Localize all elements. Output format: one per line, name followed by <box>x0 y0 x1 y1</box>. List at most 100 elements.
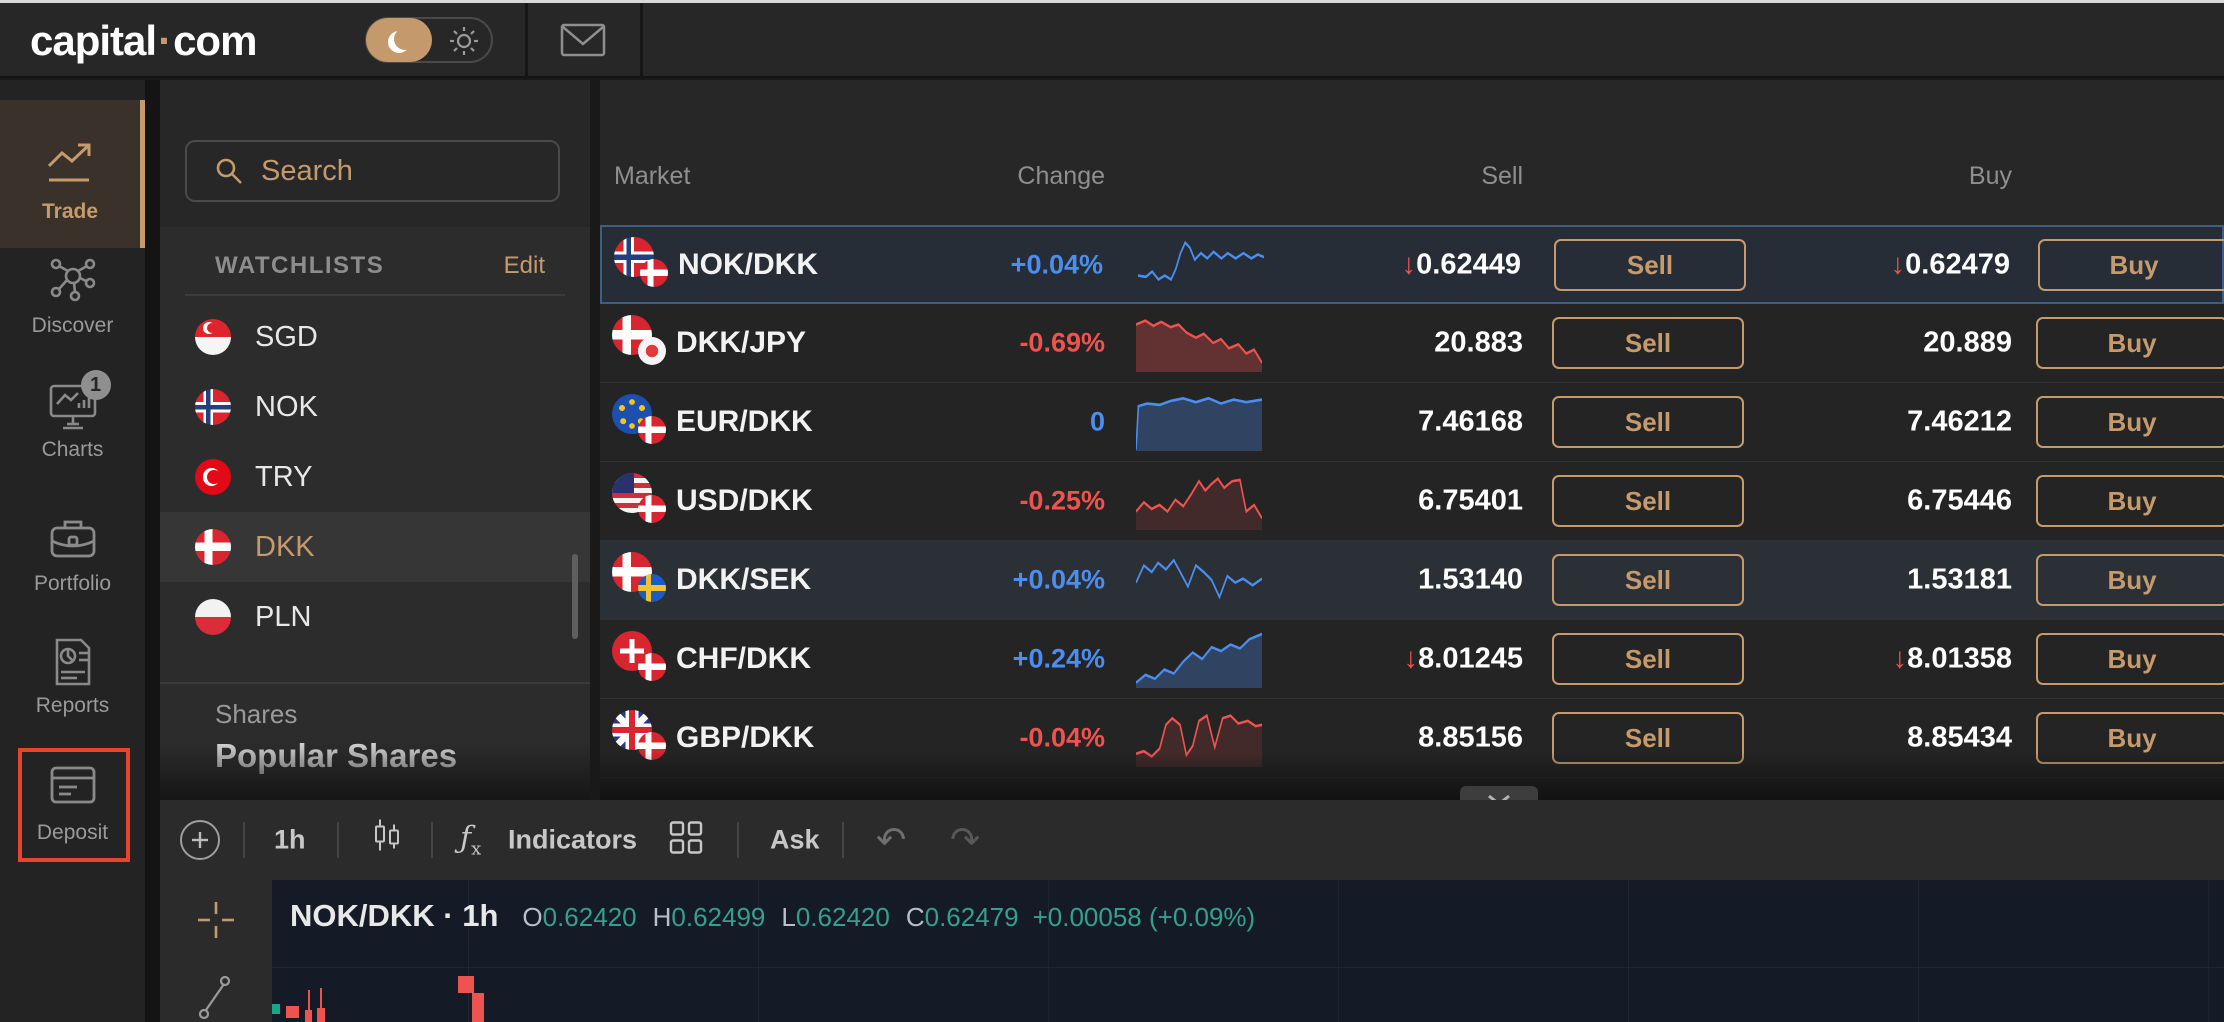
theme-toggle[interactable] <box>365 17 493 63</box>
watchlists-edit-link[interactable]: Edit <box>503 252 545 279</box>
undo-button[interactable]: ↶ <box>876 819 907 860</box>
price-down-arrow-icon: ↓ <box>1892 642 1908 675</box>
sell-button[interactable]: Sell <box>1554 238 1746 291</box>
popular-shares-item[interactable]: Popular Shares <box>215 737 458 774</box>
column-header-market: Market <box>614 162 691 190</box>
table-header: Market Change Sell Buy <box>600 80 2224 225</box>
redo-button[interactable]: ↷ <box>950 819 981 860</box>
chart-change: +0.00058 (+0.09%) <box>1032 902 1256 932</box>
sidebar-item-reports[interactable]: Reports <box>0 636 145 718</box>
buy-button[interactable]: Buy <box>2036 475 2224 527</box>
watchlist-item-nok[interactable]: NOK <box>160 372 590 442</box>
column-header-buy: Buy <box>1968 162 2012 190</box>
sidebar-item-label: Charts <box>41 438 104 461</box>
fx-icon[interactable]: ƒx <box>460 820 482 860</box>
market-row-eur-dkk[interactable]: EUR/DKK 0 7.46168 Sell 7.46212 Buy <box>600 383 2224 462</box>
dkk-flag-icon <box>638 416 666 444</box>
buy-button[interactable]: Buy <box>2036 554 2224 606</box>
sell-button[interactable]: Sell <box>1552 475 1744 527</box>
search-placeholder: Search <box>261 154 353 187</box>
watchlist-item-try[interactable]: TRY <box>160 442 590 512</box>
column-header-change: Change <box>1017 162 1105 190</box>
sidebar-item-charts[interactable]: 1 Charts <box>0 370 145 462</box>
candlestick <box>305 1010 312 1022</box>
currency-code: PLN <box>255 600 312 633</box>
market-row-usd-dkk[interactable]: USD/DKK -0.25% 6.75401 Sell 6.75446 Buy <box>600 462 2224 541</box>
sidebar-item-discover[interactable]: Discover <box>0 256 145 338</box>
sparkline-chart <box>1135 709 1263 767</box>
timeframe-button[interactable]: 1h <box>274 824 306 855</box>
indicators-button[interactable]: Indicators <box>508 824 638 855</box>
trendline-tool[interactable] <box>198 972 234 1022</box>
sell-button[interactable]: Sell <box>1552 633 1744 685</box>
dkk-flag-icon <box>638 495 666 523</box>
buy-button[interactable]: Buy <box>2036 712 2224 764</box>
layout-grid-button[interactable] <box>668 820 704 861</box>
candlestick <box>458 976 474 993</box>
watchlist-item-sgd[interactable]: SGD <box>160 302 590 372</box>
ohlc-pair: O0.62420 <box>522 902 637 932</box>
buy-button[interactable]: Buy <box>2036 396 2224 448</box>
sell-button[interactable]: Sell <box>1552 396 1744 448</box>
price-down-arrow-icon: ↓ <box>1890 248 1906 280</box>
candlestick-icon <box>375 819 399 851</box>
market-row-gbp-dkk[interactable]: GBP/DKK -0.04% 8.85156 Sell 8.85434 Buy <box>600 699 2224 778</box>
mail-button[interactable] <box>552 17 614 63</box>
market-row-dkk-sek[interactable]: DKK/SEK +0.04% 1.53140 Sell 1.53181 Buy <box>600 541 2224 620</box>
ohlc-pair: C0.62479 <box>905 902 1019 932</box>
change-percent: 0 <box>1089 406 1105 437</box>
shares-section-label: Shares <box>215 699 298 729</box>
sell-button[interactable]: Sell <box>1552 712 1744 764</box>
sell-button[interactable]: Sell <box>1552 554 1744 606</box>
dkk-flag-icon <box>640 258 668 287</box>
chart-symbol: NOK/DKK · 1h <box>290 898 499 933</box>
sidebar-item-label: Deposit <box>36 821 109 844</box>
toolbar-separator <box>243 822 245 858</box>
expand-table-button[interactable] <box>1460 786 1538 800</box>
ohlc-pair: L0.62420 <box>781 902 890 932</box>
pair-flags <box>612 631 674 687</box>
sparkline-chart <box>1135 630 1263 688</box>
jpy-flag-icon <box>638 337 666 365</box>
change-percent: -0.04% <box>1019 722 1105 753</box>
capital-com-logo: capital·com <box>30 17 257 64</box>
sell-button[interactable]: Sell <box>1552 317 1744 369</box>
sidebar-item-portfolio[interactable]: Portfolio <box>0 514 145 596</box>
buy-button[interactable]: Buy <box>2036 317 2224 369</box>
market-row-dkk-jpy[interactable]: DKK/JPY -0.69% 20.883 Sell 20.889 Buy <box>600 304 2224 383</box>
candle-wick <box>320 988 322 1008</box>
market-name: GBP/DKK <box>676 721 815 754</box>
pair-flags <box>614 236 676 293</box>
sun-icon[interactable] <box>449 26 479 56</box>
buy-button[interactable]: Buy <box>2036 633 2224 685</box>
search-input[interactable]: Search <box>185 140 560 202</box>
sidebar-item-label: Portfolio <box>33 572 112 595</box>
market-row-chf-dkk[interactable]: CHF/DKK +0.24% ↓8.01245 Sell ↓8.01358 Buy <box>600 620 2224 699</box>
buy-button[interactable]: Buy <box>2038 238 2224 291</box>
market-table: Market Change Sell Buy NOK/DKK +0.04% ↓0.6… <box>600 80 2224 800</box>
window-top-strip <box>0 0 2224 3</box>
ohlc-pair: H0.62499 <box>652 902 766 932</box>
chf-flag-icon <box>612 631 652 671</box>
sidebar-item-trade[interactable]: Trade <box>0 100 145 248</box>
logo-dot: · <box>158 17 172 64</box>
watchlist-scrollbar[interactable] <box>572 554 578 639</box>
crosshair-tool[interactable] <box>198 902 234 943</box>
watchlist-item-pln[interactable]: PLN <box>160 582 590 652</box>
candlestick-style-button[interactable] <box>370 818 404 863</box>
dark-mode-segment[interactable] <box>366 18 432 62</box>
column-header-sell: Sell <box>1481 162 1523 190</box>
price-mode-button[interactable]: Ask <box>770 824 820 855</box>
market-row-nok-dkk[interactable]: NOK/DKK +0.04% ↓0.62449 Sell ↓0.62479 Buy <box>600 225 2224 304</box>
watchlist-item-dkk[interactable]: DKK <box>160 512 590 582</box>
trade-icon <box>42 142 98 194</box>
sidebar-item-deposit[interactable]: Deposit <box>0 763 145 845</box>
candlestick <box>317 1008 325 1022</box>
dkk-flag-icon <box>195 529 231 565</box>
add-chart-button[interactable] <box>180 820 220 860</box>
notification-badge: 1 <box>80 370 111 400</box>
price-down-arrow-icon: ↓ <box>1401 248 1417 280</box>
price-chart-canvas[interactable]: NOK/DKK · 1h O0.62420 H0.62499 L0.62420 C0.… <box>272 880 2224 1022</box>
market-name: NOK/DKK <box>678 247 818 281</box>
candle-wick <box>308 990 310 1010</box>
